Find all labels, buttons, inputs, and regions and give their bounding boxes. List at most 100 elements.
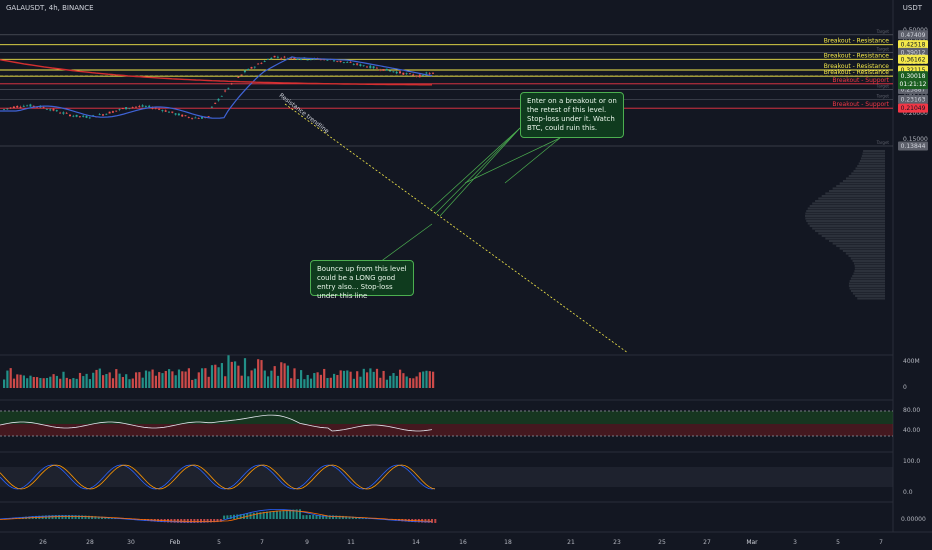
date-tick: 21 xyxy=(567,539,575,546)
candle-body xyxy=(111,111,114,113)
date-tick: 27 xyxy=(703,539,711,546)
volume-profile-bar xyxy=(855,167,885,170)
volume-bar xyxy=(359,376,362,388)
volume-bar xyxy=(356,371,359,388)
volume-bar xyxy=(253,368,256,388)
volume-bar xyxy=(131,378,134,388)
volume-bar xyxy=(16,374,19,388)
candle-body xyxy=(306,59,309,61)
macd-hist-bar xyxy=(325,515,328,519)
volume-profile-bar xyxy=(852,292,885,295)
volume-bar xyxy=(9,368,12,388)
macd-hist-bar xyxy=(279,510,282,519)
volume-profile-bar xyxy=(805,212,885,215)
candle-body xyxy=(422,74,425,76)
volume-bar xyxy=(95,369,98,388)
volume-bar xyxy=(102,375,105,388)
volume-bar xyxy=(121,377,124,388)
candle-body xyxy=(141,105,144,107)
volume-bar xyxy=(128,379,131,388)
volume-profile-bar xyxy=(863,150,885,152)
volume-bar xyxy=(45,377,49,388)
volume-bar xyxy=(168,369,171,388)
candle-body xyxy=(257,63,260,65)
macd-hist-bar xyxy=(74,515,77,519)
note-pointer xyxy=(504,137,561,184)
volume-bar xyxy=(352,378,355,388)
volume-bar xyxy=(333,373,336,388)
candle-body xyxy=(389,70,392,72)
macd-hist-bar xyxy=(335,515,338,519)
volume-bar xyxy=(250,370,253,388)
date-tick: 26 xyxy=(39,539,47,546)
candle-body xyxy=(359,64,362,66)
volume-bar xyxy=(138,372,141,388)
macd-hist-bar xyxy=(434,519,437,523)
volume-bar xyxy=(217,367,220,388)
volume-bar xyxy=(154,375,157,388)
candle-body xyxy=(184,115,187,117)
volume-bar xyxy=(306,374,309,388)
volume-bar xyxy=(402,373,405,388)
volume-bar xyxy=(214,364,217,388)
level-price-text: 0.39012 xyxy=(901,49,926,56)
level-label: Breakout - Resistance xyxy=(824,52,890,59)
volume-profile-bar xyxy=(850,277,885,280)
current-price-tag xyxy=(898,71,928,90)
candle-body xyxy=(210,106,213,108)
note-bounce[interactable]: Bounce up from this level could be a LON… xyxy=(310,260,414,300)
level-price-text: 0.21049 xyxy=(901,105,926,112)
candle-body xyxy=(102,114,104,116)
volume-bar xyxy=(88,379,91,388)
macd-hist-bar xyxy=(94,516,97,519)
candle-body xyxy=(253,66,256,68)
rsi-overbought-zone xyxy=(0,411,893,424)
volume-bar xyxy=(191,379,194,388)
volume-bar xyxy=(115,369,118,388)
macd-hist-bar xyxy=(81,515,84,519)
stoch-tick: 100.0 xyxy=(903,458,920,465)
candle-body xyxy=(161,110,164,112)
macd-hist-bar xyxy=(64,515,67,519)
candle-body xyxy=(399,71,401,74)
candle-body xyxy=(372,66,375,69)
macd-hist-bar xyxy=(242,513,245,519)
candle-body xyxy=(250,67,253,69)
candle-body xyxy=(12,106,15,109)
volume-profile-bar xyxy=(825,237,885,240)
volume-profile-bar xyxy=(853,170,885,172)
candle-body xyxy=(125,107,128,110)
candle-body xyxy=(412,74,415,76)
volume-bar xyxy=(293,368,296,388)
candle-body xyxy=(296,58,299,60)
volume-bar xyxy=(349,371,352,388)
level-label: Target xyxy=(876,83,890,88)
volume-bar xyxy=(375,368,379,388)
volume-bar xyxy=(300,370,303,388)
level-label: Target xyxy=(876,46,890,51)
volume-profile-bar xyxy=(818,197,885,200)
level-price-text: 0.25887 xyxy=(901,86,926,93)
volume-profile-bar xyxy=(854,270,885,272)
volume-profile-bar xyxy=(852,260,885,262)
volume-profile-bar xyxy=(821,235,885,237)
volume-bar xyxy=(405,376,408,388)
note-breakout[interactable]: Enter on a breakout or on the retest of … xyxy=(520,92,624,138)
volume-profile-bar xyxy=(854,267,885,270)
macd-hist-bar xyxy=(338,515,341,519)
date-tick: Feb xyxy=(170,539,181,546)
date-tick: 5 xyxy=(217,539,221,546)
volume-bar xyxy=(303,379,306,388)
macd-hist-bar xyxy=(256,512,259,519)
volume-bar xyxy=(49,376,52,388)
volume-bar xyxy=(412,378,415,388)
volume-bar xyxy=(118,373,121,388)
candle-body xyxy=(128,108,131,109)
candle-body xyxy=(158,108,161,110)
candle-body xyxy=(16,105,19,108)
macd-hist-bar xyxy=(345,516,348,519)
candle-body xyxy=(69,114,71,117)
volume-profile-bar xyxy=(862,152,885,155)
macd-hist-bar xyxy=(71,515,74,519)
